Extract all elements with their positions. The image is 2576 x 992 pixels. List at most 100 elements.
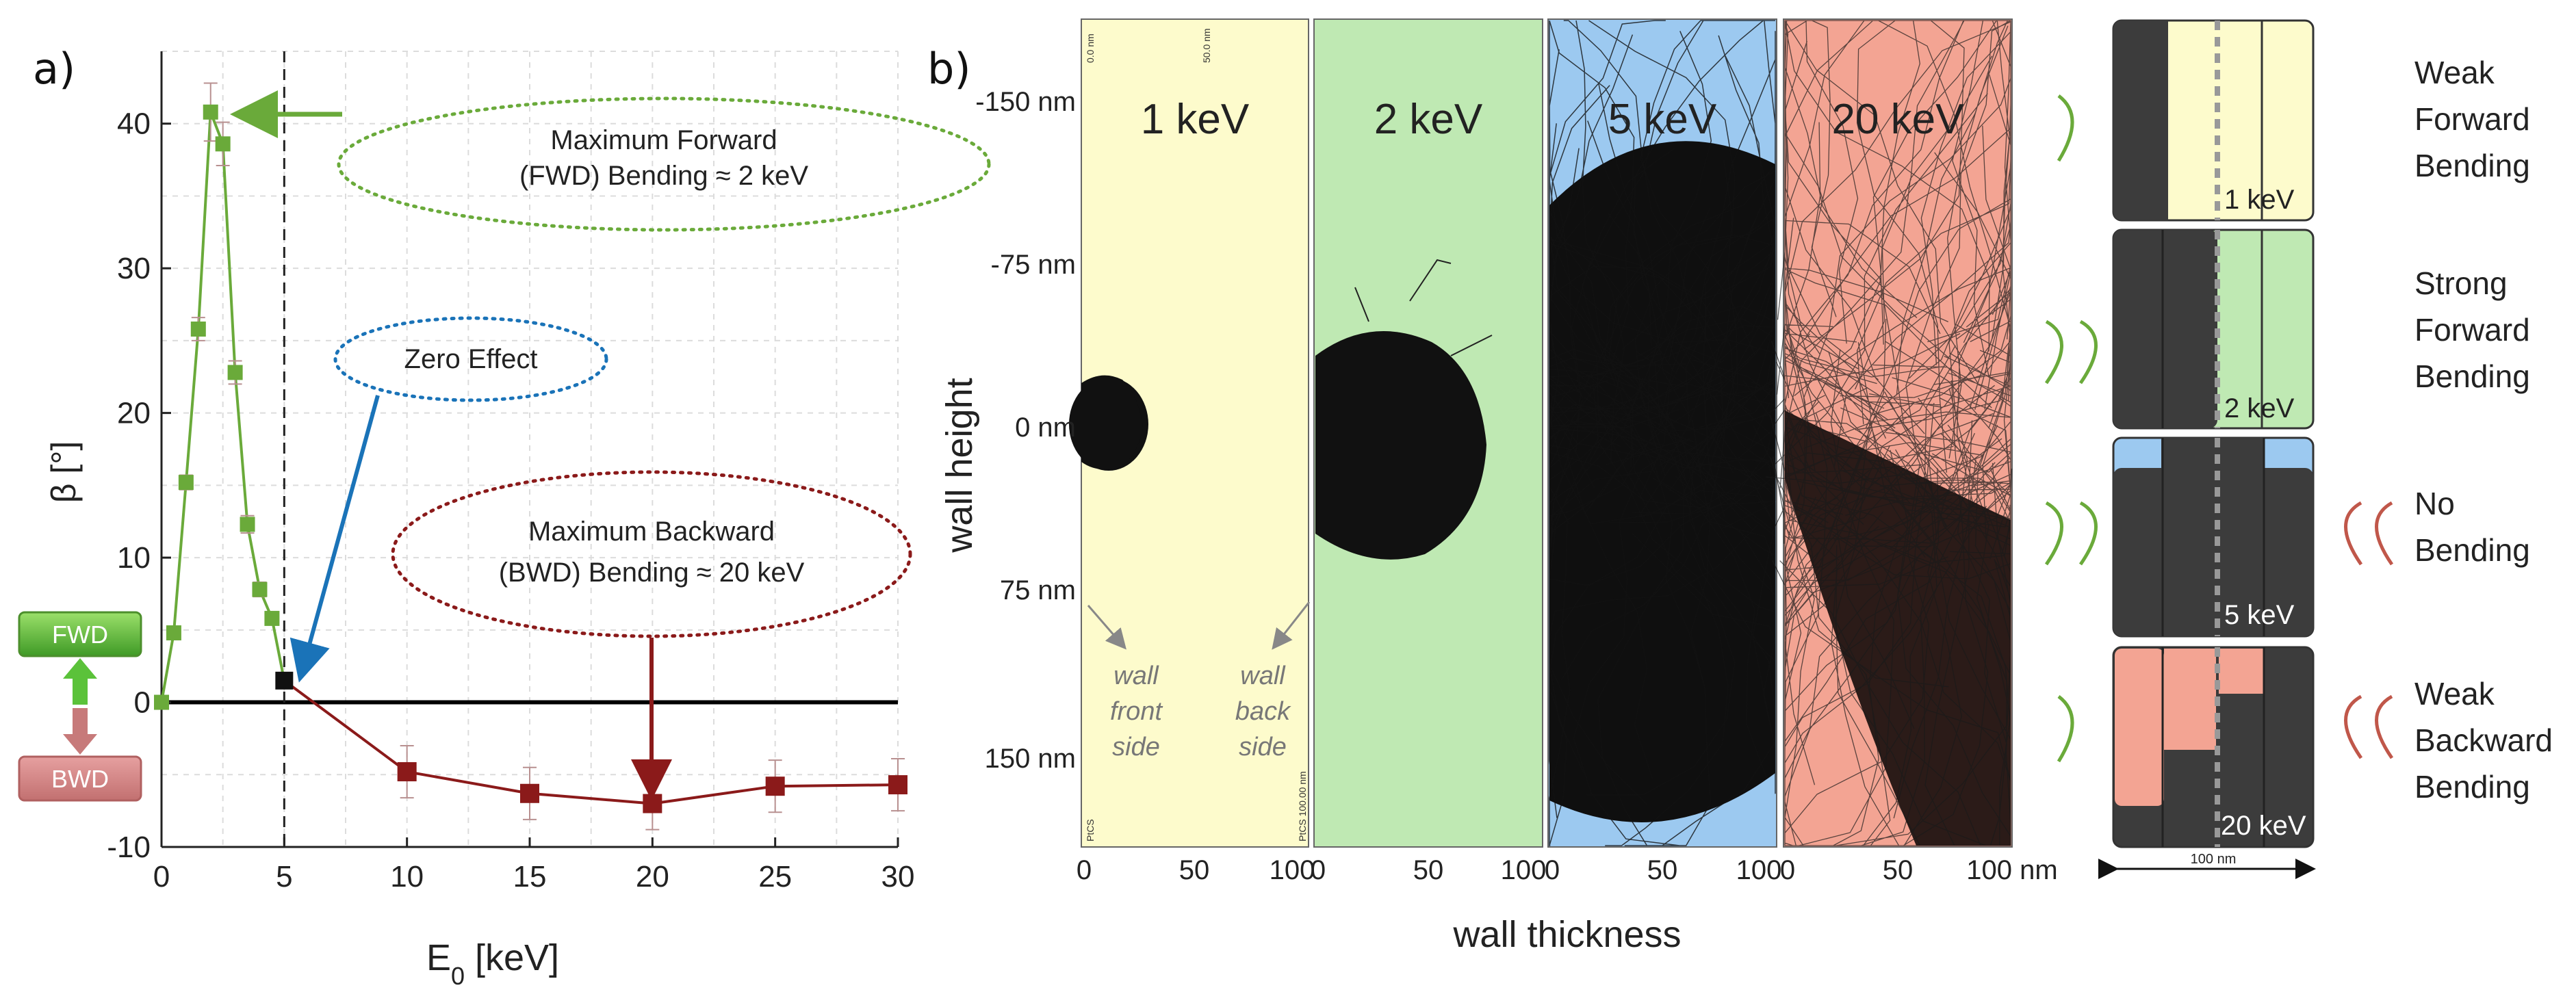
data-point-backward: [397, 762, 417, 782]
bend-label: Weak: [2414, 676, 2495, 712]
height-tick: 0 nm: [1015, 413, 1076, 443]
data-point-forward: [154, 694, 169, 710]
series-group: [154, 82, 907, 831]
bend-label: No: [2414, 486, 2455, 521]
electron-tracks: [1766, 20, 2013, 846]
electron-blob: [1785, 410, 2011, 846]
electron-tracks: [1354, 259, 1493, 356]
y-tick-label: 10: [117, 541, 151, 575]
thickness-ticks: 0 50 100 0 50 100 0 50 100 0 50 100 nm: [1077, 855, 2058, 885]
wall-thickness-label: wall thickness: [1452, 914, 1681, 955]
thickness-tick: 50: [1179, 855, 1210, 885]
data-point-zero-effect: [275, 671, 294, 690]
sim-panel-5kev: [1547, 18, 1777, 848]
wall-back-3: side: [1239, 733, 1287, 761]
bwd-max-line1: Maximum Backward: [528, 517, 775, 547]
panel-b-label: b): [927, 44, 971, 94]
y-axis-label: β [°]: [44, 441, 83, 503]
wall-back-2: back: [1235, 697, 1291, 726]
schematic-energy: 2 keV: [2224, 393, 2295, 423]
thickness-tick: 50: [1647, 855, 1678, 885]
thickness-tick: 100: [1501, 855, 1547, 885]
x-tick-label: 15: [513, 860, 547, 893]
data-point-forward: [166, 625, 181, 641]
height-tick: -150 nm: [975, 87, 1076, 117]
schematic-20kev: 20 keV: [2112, 646, 2315, 848]
sim-panel-20kev: [1766, 18, 2013, 848]
wall-height-label: wall height: [939, 378, 980, 553]
bend-label: Strong: [2414, 265, 2508, 301]
bwd-ellipse: [391, 470, 912, 638]
bend-label: Bending: [2414, 358, 2530, 394]
wall-front-1: wall: [1113, 662, 1159, 690]
fwd-box-label: FWD: [52, 621, 108, 649]
height-tick: 150 nm: [985, 744, 1076, 774]
bend-label: Bending: [2414, 769, 2530, 805]
schematic-5kev: 5 keV: [2112, 436, 2315, 638]
x-tick-label: 30: [881, 860, 915, 893]
x-tick-label: 25: [758, 860, 792, 893]
thickness-tick: 0: [1311, 855, 1326, 885]
wall-front-arrow: [1087, 605, 1126, 650]
zero-effect-text: Zero Effect: [404, 344, 538, 374]
thickness-tick: 50: [1413, 855, 1444, 885]
electron-blob: [1315, 331, 1486, 560]
thickness-tick: 0: [1077, 855, 1092, 885]
electron-blob: [1549, 141, 1775, 822]
fwd-ellipse: [337, 96, 991, 232]
tiny-bottom-right: PtCS 100.00 nm: [1297, 771, 1308, 841]
wall-back-1: wall: [1240, 662, 1286, 690]
x-tick-label: 5: [276, 860, 292, 893]
panel-b-simulations: 1 keV 2 keV 5 keV 20 keV 0.0 nm 50.0 nm …: [939, 18, 2058, 955]
thickness-tick: 100: [1736, 855, 1782, 885]
fwd-max-line1: Maximum Forward: [550, 125, 777, 155]
data-point-backward: [765, 776, 785, 796]
panel-label-20kev: 20 keV: [1831, 96, 1964, 143]
red-curved-arrows: [2344, 501, 2394, 759]
tiny-bottom-left: PtCS: [1085, 819, 1096, 841]
bending-labels: Weak Forward Bending Strong Forward Bend…: [2414, 55, 2553, 805]
x-tick-label: 10: [390, 860, 424, 893]
y-tick-label: 30: [117, 252, 151, 285]
tiny-top-mid: 50.0 nm: [1201, 28, 1212, 63]
data-point-forward: [227, 365, 243, 380]
data-point-backward: [520, 783, 539, 803]
zero-arrow: [289, 395, 380, 683]
bend-label: Bending: [2414, 532, 2530, 568]
y-tick-label: -10: [107, 831, 151, 864]
schematic-2kev: 2 keV: [2112, 229, 2315, 430]
data-point-backward: [888, 775, 907, 795]
schematic-energy: 5 keV: [2224, 600, 2295, 630]
thickness-tick: 50: [1883, 855, 1914, 885]
x-tick-label: 20: [636, 860, 669, 893]
bending-schematic: 1 keV 2 keV 5 keV: [2044, 19, 2553, 879]
panel-label-5kev: 5 keV: [1608, 96, 1717, 143]
bwd-box-label: BWD: [51, 765, 109, 793]
data-point-backward: [643, 794, 662, 813]
data-point-forward: [203, 104, 218, 120]
height-tick: 75 nm: [1000, 575, 1076, 605]
height-tick: -75 nm: [991, 250, 1077, 280]
zero-ellipse: [333, 316, 608, 402]
fwd-box: [18, 611, 142, 657]
data-point-forward: [215, 136, 231, 152]
bend-label: Forward: [2414, 101, 2530, 137]
electron-blob: [1081, 375, 1143, 470]
green-curved-arrows: [2044, 94, 2098, 763]
scale-bar-label: 100 nm: [2191, 852, 2237, 867]
data-point-forward: [178, 475, 194, 491]
panel-label-1kev: 1 keV: [1141, 96, 1250, 143]
electron-tracks: [1549, 20, 1776, 846]
schematic-energy: 1 keV: [2224, 185, 2295, 215]
bend-label: Bending: [2414, 148, 2530, 183]
data-point-forward: [264, 610, 280, 626]
panel-label-2kev: 2 keV: [1374, 96, 1483, 143]
data-point-forward: [190, 321, 206, 337]
thickness-tick: 100: [1270, 855, 1315, 885]
fwd-up-arrow: [63, 658, 97, 705]
sim-panel-1kev: [1069, 18, 1309, 848]
tiny-top-left: 0.0 nm: [1085, 34, 1096, 63]
